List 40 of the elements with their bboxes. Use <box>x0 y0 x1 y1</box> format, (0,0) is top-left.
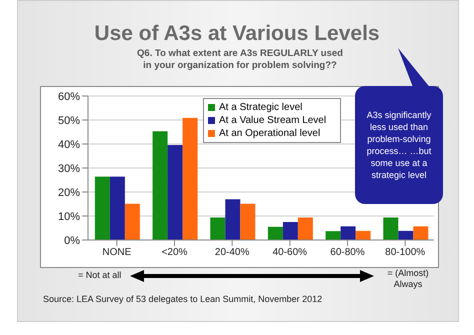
y-tick-label: 60% <box>58 90 80 103</box>
source-note: Source: LEA Survey of 53 delegates to Lean Summit, November 2012 <box>43 294 322 304</box>
x-tick-label: 40-60% <box>272 247 308 258</box>
legend-label: At a Value Stream Level <box>219 115 326 126</box>
bar <box>340 226 356 240</box>
bar <box>240 204 256 240</box>
y-tick-label: 0% <box>64 234 80 247</box>
bar <box>298 217 313 240</box>
y-tick-label: 50% <box>58 114 80 127</box>
annotation: A3s significantly less used than problem-solving process… …but some use at a strategic level <box>366 109 432 181</box>
chart-subtitle: Q6. To what extent are A3s REGULARLY used in your organization for problem solving?? <box>136 48 344 72</box>
bar <box>326 231 341 240</box>
bar <box>282 222 298 240</box>
bar <box>152 131 168 240</box>
bar <box>356 230 371 240</box>
x-tick-label: 20-40% <box>214 247 250 258</box>
y-tick-label: 10% <box>58 210 80 223</box>
bar <box>110 176 125 240</box>
bar <box>383 217 398 240</box>
bar <box>268 226 283 240</box>
x-tick-label: 60-80% <box>330 247 365 258</box>
bar <box>210 217 226 240</box>
legend-label: At an Operational level <box>219 128 320 139</box>
text: = Not at all <box>78 270 122 280</box>
y-tick-label: 30% <box>58 162 80 175</box>
bar <box>182 118 198 240</box>
legend-label: At a Strategic level <box>219 102 302 113</box>
x-tick-label: NONE <box>102 247 132 258</box>
bar <box>413 226 428 240</box>
x-tick-label: <20% <box>162 247 188 258</box>
text: = (Almost) Always <box>386 268 430 290</box>
y-tick-label: 20% <box>58 186 80 199</box>
bar <box>398 230 414 240</box>
chart-title: Use of A3s at Various Levels <box>93 22 381 46</box>
bar <box>168 144 183 240</box>
bar <box>225 199 240 240</box>
bar <box>94 176 110 240</box>
x-tick-label: 80-100% <box>385 247 426 258</box>
y-tick-label: 40% <box>58 138 80 151</box>
bar <box>124 204 140 240</box>
